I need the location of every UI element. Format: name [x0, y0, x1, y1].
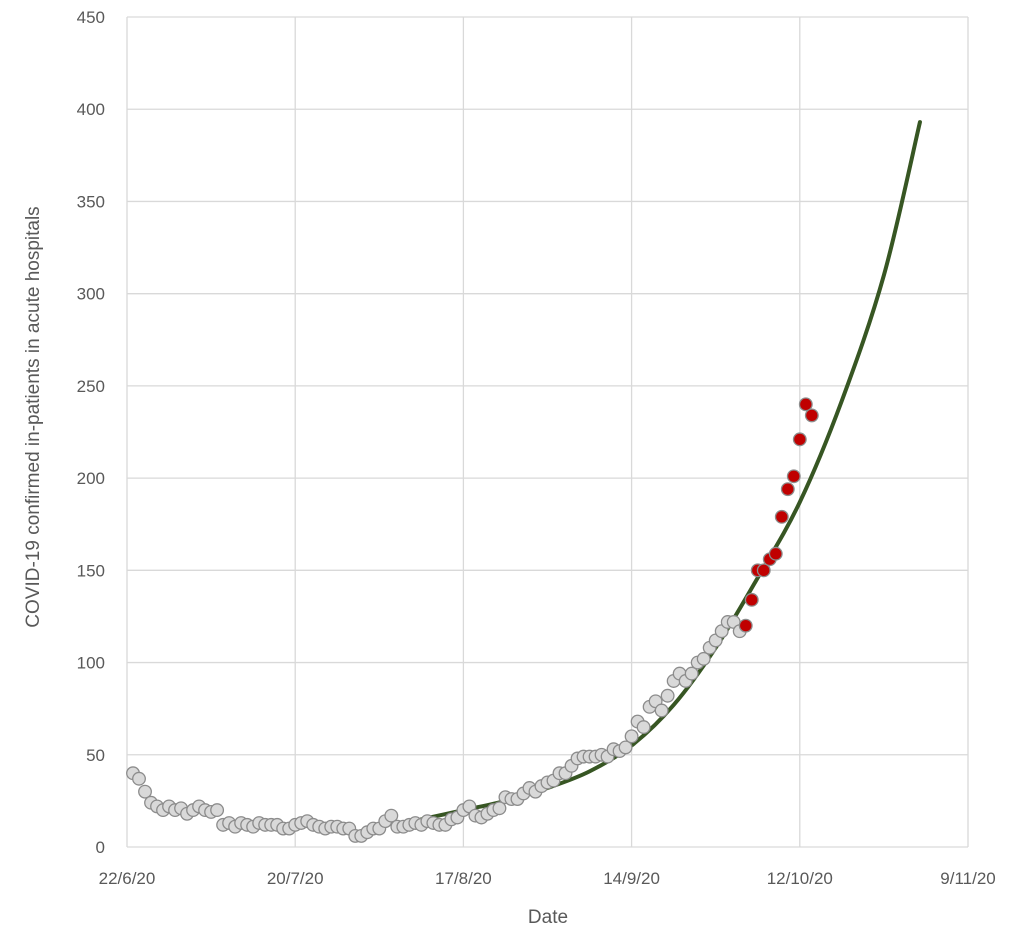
y-tick-label: 250: [77, 377, 105, 396]
data-point: [624, 729, 639, 744]
data-point: [492, 801, 507, 816]
recent-data-point: [804, 408, 819, 423]
y-tick-label: 0: [96, 838, 105, 857]
x-tick-label: 12/10/20: [767, 869, 833, 888]
y-tick-label: 300: [77, 285, 105, 304]
x-tick-labels: 22/6/20 20/7/20 17/8/20 14/9/20 12/10/20 9/11…: [99, 869, 996, 888]
y-tick-label: 350: [77, 192, 105, 211]
y-tick-label: 400: [77, 100, 105, 119]
data-point: [660, 688, 675, 703]
recent-data-point: [738, 618, 753, 633]
data-points: [126, 397, 819, 843]
trend-line: [419, 120, 922, 822]
recent-data-point: [798, 397, 813, 412]
y-tick-label: 100: [77, 654, 105, 673]
x-tick-label: 14/9/20: [603, 869, 660, 888]
recent-data-point: [768, 546, 783, 561]
gridlines: [126, 16, 969, 848]
y-tick-label: 50: [86, 746, 105, 765]
x-axis-title: Date: [528, 907, 568, 928]
data-point: [138, 784, 152, 799]
data-point: [210, 803, 225, 818]
x-tick-label: 22/6/20: [99, 869, 156, 888]
x-tick-label: 17/8/20: [435, 869, 492, 888]
data-point: [684, 666, 699, 681]
x-tick-label: 20/7/20: [267, 869, 324, 888]
fit-curve: [419, 120, 922, 822]
recent-data-point: [780, 482, 795, 497]
recent-data-point: [792, 432, 807, 447]
x-tick-label: 9/11/20: [940, 869, 995, 888]
recent-data-point: [756, 563, 771, 578]
y-tick-label: 450: [77, 8, 105, 27]
data-point: [696, 651, 711, 666]
recent-data-point: [786, 469, 801, 484]
recent-data-point: [774, 509, 789, 524]
data-point: [618, 740, 633, 755]
data-point: [636, 720, 651, 735]
recent-data-point: [744, 592, 759, 607]
y-axis-title: COVID-19 confirmed in-patients in acute …: [23, 206, 44, 627]
data-point: [132, 771, 146, 786]
y-tick-labels: 0 50 100 150 200 250 300 350 400 450: [77, 8, 105, 857]
y-tick-label: 200: [77, 469, 105, 488]
data-point: [384, 808, 399, 823]
data-point: [654, 703, 669, 718]
y-tick-label: 150: [77, 561, 105, 580]
